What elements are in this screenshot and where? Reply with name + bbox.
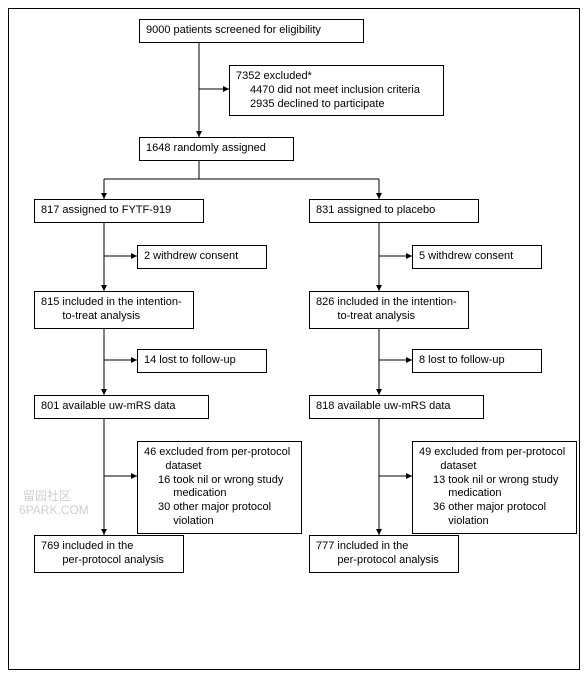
diagram-frame: 9000 patients screened for eligibility 7… [8, 8, 580, 670]
node-text: 777 included in the [316, 540, 452, 554]
node-text: 5 withdrew consent [419, 250, 535, 264]
node-text: 46 excluded from per-protocol [144, 446, 295, 460]
node-text: 2 withdrew consent [144, 250, 260, 264]
node-subtext: violation [419, 515, 570, 529]
watermark-line2: 6PARK.COM [19, 503, 89, 517]
node-right-mrs: 818 available uw-mRS data [309, 395, 484, 419]
node-text: dataset [144, 460, 295, 474]
node-text: 831 assigned to placebo [316, 204, 472, 218]
node-left-withdrew: 2 withdrew consent [137, 245, 267, 269]
node-left-mrs: 801 available uw-mRS data [34, 395, 209, 419]
node-text: dataset [419, 460, 570, 474]
node-subtext: violation [144, 515, 295, 529]
node-text: to-treat analysis [41, 310, 187, 324]
node-right-assigned: 831 assigned to placebo [309, 199, 479, 223]
node-right-pp: 777 included in the per-protocol analysi… [309, 535, 459, 573]
node-subtext: 2935 declined to participate [236, 98, 437, 112]
node-subtext: medication [144, 487, 295, 501]
node-text: per-protocol analysis [41, 554, 177, 568]
node-right-itt: 826 included in the intention- to-treat … [309, 291, 469, 329]
node-left-itt: 815 included in the intention- to-treat … [34, 291, 194, 329]
node-subtext: 36 other major protocol [419, 501, 570, 515]
node-randomised: 1648 randomly assigned [139, 137, 294, 161]
node-text: 8 lost to follow-up [419, 354, 535, 368]
node-text: 14 lost to follow-up [144, 354, 260, 368]
node-text: 801 available uw-mRS data [41, 400, 202, 414]
node-screened: 9000 patients screened for eligibility [139, 19, 364, 43]
node-left-pp: 769 included in the per-protocol analysi… [34, 535, 184, 573]
node-text: 769 included in the [41, 540, 177, 554]
node-text: 818 available uw-mRS data [316, 400, 477, 414]
node-text: 817 assigned to FYTF-919 [41, 204, 197, 218]
node-left-lost: 14 lost to follow-up [137, 349, 267, 373]
watermark-line1: 留园社区 [23, 487, 71, 504]
node-subtext: 13 took nil or wrong study [419, 474, 570, 488]
node-text: per-protocol analysis [316, 554, 452, 568]
node-subtext: 4470 did not meet inclusion criteria [236, 84, 437, 98]
node-subtext: medication [419, 487, 570, 501]
node-right-withdrew: 5 withdrew consent [412, 245, 542, 269]
node-text: 49 excluded from per-protocol [419, 446, 570, 460]
node-excluded: 7352 excluded*4470 did not meet inclusio… [229, 65, 444, 116]
node-left-excluded-pp: 46 excluded from per-protocol dataset16 … [137, 441, 302, 534]
node-text: 9000 patients screened for eligibility [146, 24, 357, 38]
node-left-assigned: 817 assigned to FYTF-919 [34, 199, 204, 223]
node-text: to-treat analysis [316, 310, 462, 324]
node-text: 815 included in the intention- [41, 296, 187, 310]
node-right-excluded-pp: 49 excluded from per-protocol dataset13 … [412, 441, 577, 534]
node-right-lost: 8 lost to follow-up [412, 349, 542, 373]
node-text: 7352 excluded* [236, 70, 437, 84]
node-text: 1648 randomly assigned [146, 142, 287, 156]
node-subtext: 30 other major protocol [144, 501, 295, 515]
node-subtext: 16 took nil or wrong study [144, 474, 295, 488]
node-text: 826 included in the intention- [316, 296, 462, 310]
